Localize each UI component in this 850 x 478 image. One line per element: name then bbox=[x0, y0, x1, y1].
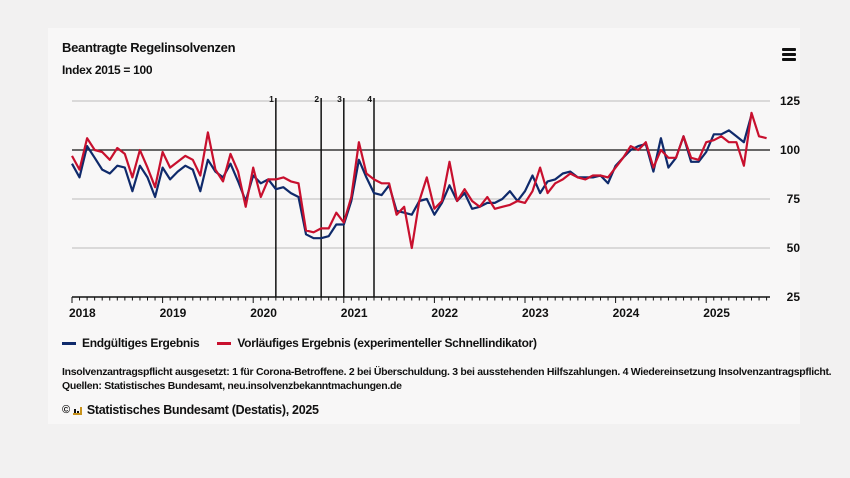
chart-title: Beantragte Regelinsolvenzen bbox=[62, 40, 236, 55]
annotation-label-2: 2 bbox=[314, 94, 319, 104]
legend-item-preliminary[interactable]: Vorläufiges Ergebnis (experimenteller Sc… bbox=[217, 336, 537, 350]
y-tick-label: 125 bbox=[780, 94, 800, 108]
copyright-icon: © bbox=[62, 404, 70, 416]
y-tick-label: 25 bbox=[787, 290, 801, 304]
copyright-text: Statistisches Bundesamt (Destatis), 2025 bbox=[86, 403, 319, 417]
chart-panel bbox=[48, 28, 800, 424]
annotation-label-4: 4 bbox=[367, 94, 372, 104]
y-tick-label: 50 bbox=[787, 241, 801, 255]
x-tick-label: 2025 bbox=[703, 306, 730, 320]
x-tick-label: 2020 bbox=[250, 306, 277, 320]
annotation-label-3: 3 bbox=[337, 94, 342, 104]
footnote: Insolvenzantragspflicht ausgesetzt: 1 fü… bbox=[62, 366, 832, 378]
hamburger-menu-icon[interactable] bbox=[782, 48, 796, 61]
y-tick-label: 100 bbox=[780, 143, 800, 157]
x-tick-label: 2023 bbox=[522, 306, 549, 320]
legend-swatch-preliminary bbox=[217, 341, 232, 345]
legend-swatch-final bbox=[62, 341, 76, 345]
legend-label-preliminary: Vorläufiges Ergebnis (experimenteller Sc… bbox=[237, 336, 537, 350]
legend-label-final: Endgültiges Ergebnis bbox=[82, 336, 200, 350]
destatis-logo-icon bbox=[72, 406, 82, 415]
x-tick-label: 2021 bbox=[341, 306, 368, 320]
sources: Quellen: Statistisches Bundesamt, neu.in… bbox=[62, 380, 402, 392]
legend-item-final[interactable]: Endgültiges Ergebnis bbox=[62, 336, 200, 350]
copyright: © Statistisches Bundesamt (Destatis), 20… bbox=[62, 403, 319, 417]
chart-subtitle: Index 2015 = 100 bbox=[62, 63, 153, 77]
x-tick-label: 2024 bbox=[613, 306, 640, 320]
x-tick-label: 2019 bbox=[160, 306, 187, 320]
y-tick-label: 75 bbox=[787, 192, 801, 206]
series-line-preliminary bbox=[71, 111, 767, 250]
series-line-final bbox=[71, 114, 753, 240]
x-tick-label: 2018 bbox=[69, 306, 96, 320]
legend: Endgültiges Ergebnis Vorläufiges Ergebni… bbox=[62, 336, 537, 350]
annotation-label-1: 1 bbox=[269, 94, 274, 104]
x-tick-label: 2022 bbox=[431, 306, 458, 320]
